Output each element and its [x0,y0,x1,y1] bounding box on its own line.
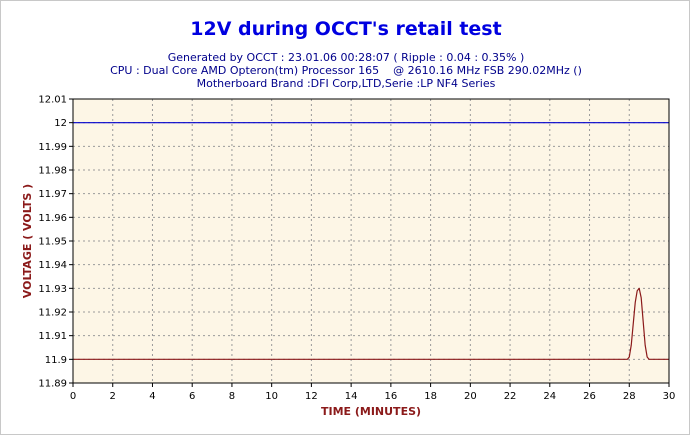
y-tick-label: 11.95 [38,237,67,248]
x-tick-label: 14 [345,391,358,402]
x-tick-label: 22 [504,391,517,402]
plot-border [72,98,670,384]
y-tick-label: 11.98 [38,166,67,177]
x-tick-label: 0 [70,391,76,402]
y-tick-label: 11.96 [38,213,67,224]
y-tick-label: 11.94 [38,260,67,271]
y-tick-label: 11.91 [38,331,67,342]
y-tick-label: 11.89 [38,379,67,390]
series-line-1 [73,287,669,360]
subtitle-generated: Generated by OCCT : 23.01.06 00:28:07 ( … [167,51,525,64]
x-tick-label: 26 [583,391,596,402]
x-tick-label: 28 [623,391,636,402]
x-tick-label: 6 [189,391,195,402]
subtitle-cpu: CPU : Dual Core AMD Opteron(tm) Processo… [110,64,582,77]
y-tick-label: 12.01 [38,95,67,106]
x-tick-label: 24 [543,391,556,402]
x-tick-label: 16 [384,391,397,402]
y-tick-label: 11.93 [38,284,67,295]
x-axis-label: TIME (MINUTES) [321,405,421,418]
chart-title: 12V during OCCT's retail test [190,18,502,40]
y-axis-label: VOLTAGE ( VOLTS ) [21,184,34,298]
subtitle-motherboard: Motherboard Brand :DFI Corp,LTD,Serie :L… [196,77,496,90]
x-tick-label: 30 [663,391,676,402]
y-tick-label: 11.9 [45,355,67,366]
y-tick-label: 11.97 [38,189,67,200]
x-tick-label: 18 [424,391,437,402]
x-tick-label: 4 [149,391,155,402]
x-tick-label: 20 [464,391,477,402]
y-tick-label: 12 [54,118,67,129]
x-tick-label: 12 [305,391,318,402]
y-tick-label: 11.92 [38,308,67,319]
x-tick-label: 8 [229,391,235,402]
x-tick-label: 2 [110,391,116,402]
y-tick-label: 11.99 [38,142,67,153]
x-tick-label: 10 [265,391,278,402]
